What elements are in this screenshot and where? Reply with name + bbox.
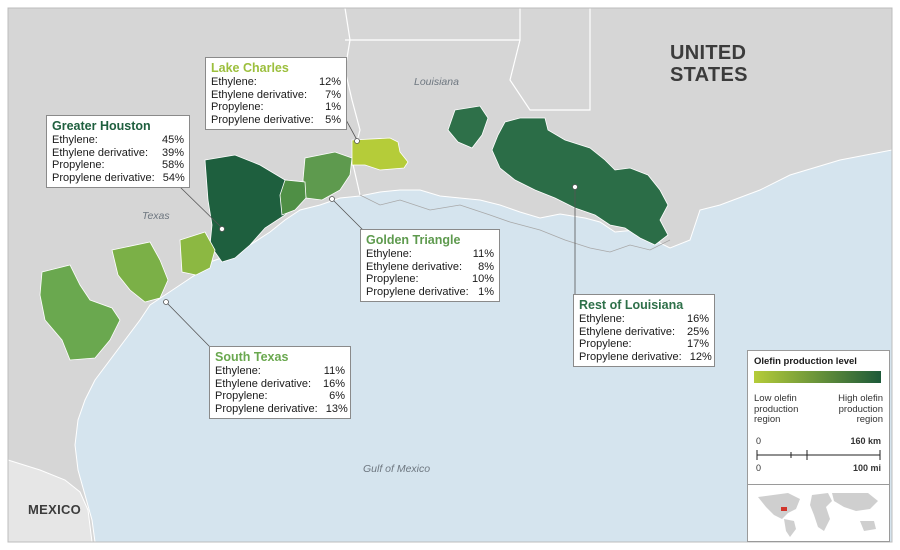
row-value: 5%: [325, 113, 341, 126]
callout-rest-of-louisiana: Rest of Louisiana Ethylene: 16% Ethylene …: [573, 294, 715, 367]
row-value: 45%: [161, 134, 184, 146]
row-label: Propylene derivative:: [52, 171, 155, 184]
callout-greater-houston: Greater Houston Ethylene: 45% Ethylene de…: [46, 115, 190, 188]
state-border-mississippi: [509, 8, 591, 111]
region-south-texas-mid[interactable]: [111, 241, 169, 303]
region-south-texas-south[interactable]: [39, 264, 121, 361]
row-label: Ethylene:: [366, 248, 412, 260]
row-value: 11%: [323, 365, 345, 377]
row-label: Ethylene derivative:: [211, 88, 307, 101]
row-label: Ethylene derivative:: [579, 325, 675, 338]
callout-title: South Texas: [215, 350, 289, 364]
country-label-usa-line1: UNITED: [670, 42, 747, 64]
row-value: 16%: [686, 313, 709, 325]
row-value: 25%: [686, 325, 709, 338]
inset-north-america: [758, 493, 800, 519]
scale-km-label: 160 km: [850, 436, 881, 446]
row-label: Propylene:: [215, 390, 268, 402]
callout-title: Rest of Louisiana: [579, 298, 684, 312]
legend-title: Olefin production level: [754, 356, 857, 367]
legend-ramp-fill: [754, 371, 881, 383]
row-label: Propylene:: [52, 159, 105, 171]
row-value: 6%: [329, 390, 345, 402]
row-label: Propylene:: [579, 338, 632, 350]
row-value: 1%: [478, 285, 494, 298]
scale-km-zero: 0: [756, 436, 762, 446]
callout-title: Lake Charles: [211, 61, 289, 75]
inset-europe-africa: [810, 493, 832, 531]
world-locator-inset: [747, 484, 890, 542]
country-label-usa-line2: STATES: [670, 64, 748, 86]
legend-high-line3: region: [856, 414, 883, 425]
water-label-gulf: Gulf of Mexico: [363, 463, 431, 475]
row-label: Ethylene derivative:: [366, 260, 462, 273]
callout-title: Greater Houston: [52, 119, 151, 133]
row-value: 58%: [161, 159, 184, 171]
region-south-texas-north[interactable]: [179, 231, 216, 276]
row-value: 39%: [161, 146, 184, 159]
region-golden-triangle-west[interactable]: [279, 179, 307, 216]
legend-high-line1: High olefin: [838, 393, 883, 404]
inset-location-marker: [781, 507, 787, 511]
legend-low-line3: region: [754, 414, 781, 425]
row-label: Ethylene derivative:: [52, 146, 148, 159]
country-label-mexico: MEXICO: [28, 502, 82, 517]
world-locator-map: [748, 485, 889, 541]
row-value: 13%: [325, 402, 348, 415]
inset-asia: [832, 493, 878, 511]
row-value: 8%: [478, 260, 494, 273]
row-value: 16%: [322, 377, 345, 390]
row-label: Ethylene:: [52, 134, 98, 146]
inset-south-america: [784, 519, 796, 537]
row-label: Propylene:: [366, 273, 419, 285]
row-value: 12%: [689, 350, 712, 363]
scale-mi-zero: 0: [756, 463, 762, 473]
legend-low-line1: Low olefin: [754, 393, 797, 404]
row-label: Ethylene:: [211, 76, 257, 88]
state-label-louisiana: Louisiana: [414, 76, 459, 88]
row-value: 17%: [686, 338, 709, 350]
legend-panel: Olefin production level Low olefin produ…: [747, 350, 890, 485]
map-frame: [7, 7, 893, 543]
row-label: Ethylene:: [215, 365, 261, 377]
row-value: 1%: [325, 101, 341, 113]
us-land: [7, 7, 893, 543]
row-label: Propylene derivative:: [366, 285, 469, 298]
region-lake-charles[interactable]: [351, 137, 409, 171]
row-value: 11%: [472, 248, 494, 260]
scale-bar: [756, 450, 881, 460]
row-value: 12%: [318, 76, 341, 88]
row-label: Propylene derivative:: [211, 113, 314, 126]
row-label: Propylene derivative:: [215, 402, 318, 415]
callout-south-texas: South Texas Ethylene: 11% Ethylene deriva…: [209, 346, 351, 419]
callout-golden-triangle: Golden Triangle Ethylene: 11% Ethylene de…: [360, 229, 500, 302]
legend-low-label: Low olefin production region: [754, 393, 799, 426]
row-value: 7%: [325, 88, 341, 101]
legend-low-line2: production: [754, 403, 799, 415]
legend-high-label: High olefin production region: [838, 393, 883, 426]
row-label: Ethylene:: [579, 313, 625, 325]
row-label: Propylene derivative:: [579, 350, 682, 363]
row-value: 10%: [471, 273, 494, 285]
region-greater-houston[interactable]: [204, 154, 306, 263]
legend-high-line2: production: [838, 403, 883, 415]
region-rest-of-louisiana-north[interactable]: [447, 105, 489, 149]
callout-title: Golden Triangle: [366, 233, 461, 247]
legend-color-ramp: [754, 371, 881, 383]
row-value: 54%: [162, 171, 185, 184]
row-label: Propylene:: [211, 101, 264, 113]
inset-australia: [860, 521, 876, 531]
leader-lines: [163, 117, 578, 349]
scale-mi-label: 100 mi: [852, 463, 881, 473]
state-label-texas: Texas: [142, 210, 170, 222]
louisiana-coast-detail: [359, 194, 671, 253]
region-rest-of-louisiana[interactable]: [491, 117, 669, 246]
country-label-usa: UNITED STATES: [670, 42, 748, 86]
row-label: Ethylene derivative:: [215, 377, 311, 390]
callout-lake-charles: Lake Charles Ethylene: 12% Ethylene deriv…: [205, 57, 347, 130]
